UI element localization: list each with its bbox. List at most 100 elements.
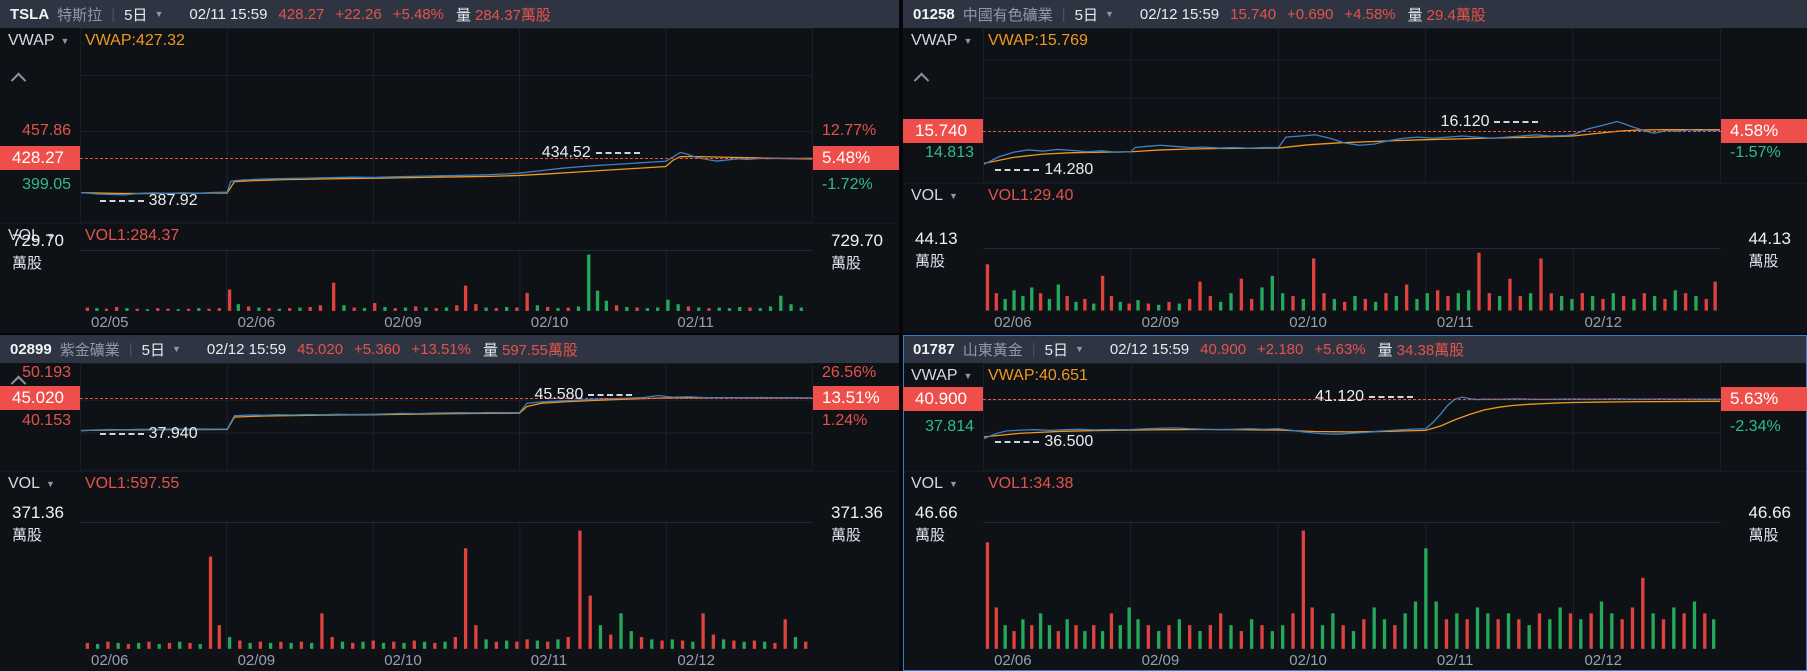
vol-indicator-label: VOL <box>911 187 944 205</box>
price-change: +0.690 <box>1287 5 1334 23</box>
vol1-value: VOL1:29.40 <box>988 187 1074 205</box>
vwap-indicator-selector[interactable]: VWAP ▼ <box>0 32 80 50</box>
price-chart[interactable] <box>983 28 1721 184</box>
price-change: +2.180 <box>1257 340 1304 358</box>
period-selector[interactable]: 5日 ▼ <box>1045 339 1084 360</box>
x-axis-date: 02/10 <box>1289 314 1327 331</box>
vol-indicator-selector[interactable]: VOL ▼ <box>903 475 983 493</box>
chevron-down-icon: ▼ <box>1074 344 1084 354</box>
low-price-label: 14.813 <box>925 143 974 161</box>
vwap-indicator-selector[interactable]: VWAP ▼ <box>903 32 983 50</box>
current-pct-badge: 5.48% <box>813 146 899 171</box>
volume-label: 量 <box>1377 341 1393 359</box>
stock-panel-01258[interactable]: 01258 中國有色礦業 | 5日 ▼ 02/12 15:59 15.740 +… <box>903 0 1807 335</box>
collapse-icon[interactable] <box>13 72 29 82</box>
low-price-label: 37.814 <box>925 418 974 436</box>
chevron-down-icon: ▼ <box>46 479 55 490</box>
vol-indicator-selector[interactable]: VOL ▼ <box>0 475 80 493</box>
vol-indicator-selector[interactable]: VOL ▼ <box>903 187 983 205</box>
price-pane: 16.120 14.280 VWAP ▼ VWAP:15.769 15.740 … <box>903 28 1807 184</box>
low-pct-label: 1.24% <box>822 411 868 429</box>
vwap-value: VWAP:427.32 <box>85 32 185 49</box>
volume-pane: VOL ▼ VOL1:597.55 371.36 萬股 371.36 萬股 02/0… <box>0 471 899 671</box>
chevron-down-icon: ▼ <box>949 479 958 490</box>
stock-name: 中國有色礦業 <box>962 6 1053 24</box>
quote-time: 02/11 15:59 <box>189 5 268 23</box>
volume-value: 34.38萬股 <box>1396 341 1465 359</box>
price-change-pct: +13.51% <box>411 340 471 358</box>
x-axis: 02/05 02/06 02/09 02/10 02/11 <box>80 311 813 333</box>
x-axis-date: 02/06 <box>237 314 276 331</box>
x-axis-date: 02/06 <box>994 652 1032 669</box>
indicator-label: VWAP <box>911 367 958 384</box>
quote-time: 02/12 15:59 <box>1139 5 1220 23</box>
vol-axis-left: 371.36 萬股 <box>12 503 64 544</box>
panel-header: 02899 紫金礦業 | 5日 ▼ 02/12 15:59 45.020 +5.… <box>0 335 899 363</box>
last-price: 15.740 <box>1230 5 1277 23</box>
price-change: +22.26 <box>335 5 382 23</box>
stock-panel-tsla[interactable]: TSLA 特斯拉 | 5日 ▼ 02/11 15:59 428.27 +22.2… <box>0 0 903 335</box>
vol-indicator-selector[interactable]: VOL ▼ <box>0 227 80 245</box>
header-divider: | <box>1031 340 1036 358</box>
volume-pane: VOL ▼ VOL1:29.40 44.13 萬股 44.13 萬股 02/06 0… <box>903 183 1807 333</box>
period-selector[interactable]: 5日 ▼ <box>124 4 163 25</box>
stock-panel-02899[interactable]: 02899 紫金礦業 | 5日 ▼ 02/12 15:59 45.020 +5.… <box>0 335 903 671</box>
vol-axis-right: 729.70 萬股 <box>831 231 883 272</box>
high-pct-label: 26.56% <box>822 364 877 382</box>
high-price-label: 457.86 <box>22 122 71 140</box>
vol-axis-right: 44.13 萬股 <box>1748 229 1791 271</box>
volume-chart[interactable] <box>983 522 1721 649</box>
period-selector[interactable]: 5日 ▼ <box>1075 4 1114 25</box>
low-price-label: 399.05 <box>22 176 71 194</box>
x-axis-date: 02/05 <box>90 314 129 331</box>
period-label: 5日 <box>1074 6 1098 24</box>
volume-chart[interactable] <box>80 522 813 649</box>
x-axis-date: 02/12 <box>1584 652 1623 669</box>
indicator-label: VWAP <box>8 32 55 49</box>
x-axis-date: 02/11 <box>677 314 714 331</box>
low-pct-label: -2.34% <box>1730 418 1781 436</box>
price-change-pct: +5.63% <box>1314 340 1366 358</box>
volume-value: 29.4萬股 <box>1426 6 1486 24</box>
stock-name: 紫金礦業 <box>59 341 120 359</box>
vwap-indicator-selector[interactable]: VWAP ▼ <box>903 367 983 385</box>
x-axis-date: 02/11 <box>1436 652 1474 669</box>
x-axis-date: 02/12 <box>1584 314 1623 331</box>
x-axis-date: 02/10 <box>384 652 422 669</box>
price-change-pct: +4.58% <box>1344 5 1396 23</box>
volume-label: 量 <box>482 341 498 359</box>
period-selector[interactable]: 5日 ▼ <box>142 339 181 360</box>
vol-indicator-label: VOL <box>911 475 944 493</box>
vol-indicator-label: VOL <box>8 475 41 493</box>
price-change: +5.360 <box>354 340 401 358</box>
last-price: 428.27 <box>278 5 325 23</box>
price-chart[interactable] <box>80 28 813 224</box>
current-price-badge: 15.740 <box>903 118 983 143</box>
vol1-value: VOL1:34.38 <box>988 475 1074 493</box>
current-pct-badge: 4.58% <box>1721 118 1807 143</box>
chevron-down-icon: ▼ <box>171 344 181 354</box>
vol-axis-left: 44.13 萬股 <box>915 229 958 271</box>
volume-pane: VOL ▼ VOL1:284.37 729.70 萬股 729.70 萬股 02/0… <box>0 223 899 333</box>
current-price-badge: 40.900 <box>903 386 983 411</box>
vol-axis-left: 729.70 萬股 <box>12 231 64 272</box>
stock-panel-01787[interactable]: 01787 山東黃金 | 5日 ▼ 02/12 15:59 40.900 +2.… <box>903 335 1807 671</box>
stock-code: 01258 <box>913 5 955 23</box>
volume-chart[interactable] <box>983 248 1721 311</box>
current-price-badge: 428.27 <box>0 146 80 171</box>
x-axis: 02/06 02/09 02/10 02/11 02/12 <box>80 649 813 671</box>
volume-label: 量 <box>1407 6 1423 24</box>
vol-indicator-label: VOL <box>8 227 41 245</box>
collapse-icon[interactable] <box>916 72 932 82</box>
last-price: 40.900 <box>1200 340 1247 358</box>
chevron-down-icon: ▼ <box>154 9 164 19</box>
low-pct-label: -1.72% <box>822 176 873 194</box>
stock-code: TSLA <box>10 5 50 23</box>
price-chart[interactable] <box>80 363 813 472</box>
chevron-down-icon: ▼ <box>60 36 70 46</box>
volume-chart[interactable] <box>80 250 813 311</box>
x-axis-date: 02/09 <box>384 314 422 331</box>
vol-axis-right: 46.66 萬股 <box>1748 503 1791 544</box>
vol-axis-left: 46.66 萬股 <box>915 503 958 544</box>
